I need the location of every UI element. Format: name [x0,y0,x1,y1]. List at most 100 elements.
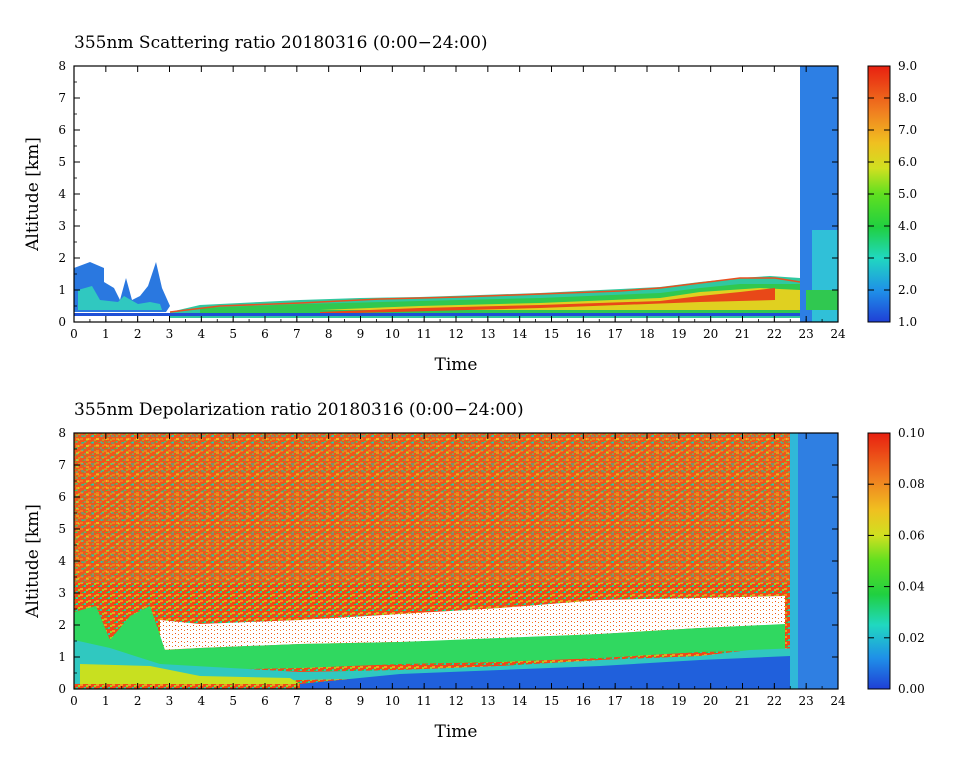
x-tick-label: 11 [417,327,432,341]
axis-ticks: 0 1 2 3 4 5 6 7 8 9 10 11 12 13 14 15 16 17 18 19 20 21 22 23 24… [58,426,846,708]
y-tick-label: 0 [58,315,66,329]
boundary-layer-green [74,606,785,670]
x-tick-label: 12 [448,694,463,708]
x-tick-label: 9 [357,327,365,341]
colorbar-tick-label: 6.0 [898,155,917,169]
x-tick-label: 4 [198,327,206,341]
y-axis-label: Altitude [km] [23,137,43,252]
scattering-ratio-panel: 355nm Scattering ratio 20180316 (0:00−24… [23,33,917,375]
white-band [160,596,785,650]
x-tick-label: 2 [134,327,142,341]
cloud-column-edge [790,433,798,689]
colorbar-tick-label: 3.0 [898,251,917,265]
y-tick-label: 8 [58,59,66,73]
x-tick-label: 11 [417,694,432,708]
axis-ticks: 0 1 2 3 4 5 6 7 8 9 10 11 12 13 14 15 16 17 18 19 20 21 22 23 24… [58,59,846,341]
x-tick-label: 9 [357,694,365,708]
y-tick-label: 6 [58,490,66,504]
colorbar-tick-label: 0.04 [898,580,925,594]
x-tick-label: 21 [735,694,750,708]
x-tick-label: 23 [799,694,814,708]
aerosol-patch-inner [78,286,162,310]
y-tick-label: 1 [58,283,66,297]
x-tick-label: 22 [767,694,782,708]
x-tick-label: 10 [385,327,400,341]
y-tick-label: 0 [58,682,66,696]
colorbar-tick-label: 2.0 [898,283,917,297]
boundary-layer-red [320,288,775,314]
x-tick-label: 17 [608,327,623,341]
y-tick-label: 3 [58,219,66,233]
colorbar-tick-label: 0.06 [898,528,925,542]
surface-yellow [80,664,300,684]
colorbar-tick-label: 9.0 [898,59,917,73]
colorbar-tick-label: 0.00 [898,682,925,696]
x-tick-label: 5 [229,327,237,341]
colorbar-tick-label: 8.0 [898,91,917,105]
x-tick-label: 22 [767,327,782,341]
x-tick-label: 6 [261,694,269,708]
x-tick-label: 8 [325,694,333,708]
x-tick-label: 16 [576,694,591,708]
heatmap-area [74,433,838,689]
heatmap-area [74,66,838,322]
y-tick-label: 2 [58,251,66,265]
x-tick-label: 17 [608,694,623,708]
y-tick-label: 4 [58,187,66,201]
colorbar-tick-label: 5.0 [898,187,917,201]
x-tick-label: 18 [639,694,654,708]
chart-title: 355nm Depolarization ratio 20180316 (0:0… [74,400,524,420]
x-tick-label: 8 [325,327,333,341]
x-axis-label: Time [435,355,478,375]
boundary-layer-yellow [320,288,800,310]
x-tick-label: 20 [703,694,718,708]
x-tick-label: 20 [703,327,718,341]
x-tick-label: 24 [830,694,846,708]
x-tick-label: 6 [261,327,269,341]
boundary-layer-cyan [74,640,800,684]
y-tick-label: 2 [58,618,66,632]
x-tick-label: 10 [385,694,400,708]
x-tick-label: 2 [134,694,142,708]
x-tick-label: 24 [830,327,846,341]
colorbar-tick-label: 7.0 [898,123,917,137]
colorbar [867,432,891,690]
boundary-layer-top-line [169,277,801,313]
y-tick-label: 7 [58,91,66,105]
colorbar-tick-label: 1.0 [898,315,917,329]
x-tick-label: 3 [166,327,174,341]
x-tick-label: 13 [480,694,495,708]
cloud-column [792,433,838,689]
x-tick-label: 1 [102,694,110,708]
x-tick-label: 19 [671,327,686,341]
x-tick-label: 7 [293,694,301,708]
x-tick-label: 12 [448,327,463,341]
x-tick-label: 0 [70,327,78,341]
x-tick-label: 21 [735,327,750,341]
y-tick-label: 8 [58,426,66,440]
y-axis-label: Altitude [km] [23,504,43,619]
y-tick-label: 7 [58,458,66,472]
depolarization-ratio-panel: 355nm Depolarization ratio 20180316 (0:0… [23,400,925,742]
x-axis-label: Time [435,722,478,742]
x-tick-label: 14 [512,327,528,341]
x-tick-label: 0 [70,694,78,708]
x-tick-label: 16 [576,327,591,341]
x-tick-label: 23 [799,327,814,341]
x-tick-label: 15 [544,327,559,341]
colorbar-tick-label: 0.10 [898,426,925,440]
x-tick-label: 15 [544,694,559,708]
x-tick-label: 4 [198,694,206,708]
low-level-strip [74,313,800,316]
x-tick-label: 3 [166,694,174,708]
x-tick-label: 19 [671,694,686,708]
colorbar-tick-label: 4.0 [898,219,917,233]
x-tick-label: 5 [229,694,237,708]
x-tick-label: 7 [293,327,301,341]
surface-blue [300,656,790,689]
y-tick-label: 3 [58,586,66,600]
colorbar-tick-label: 0.02 [898,631,925,645]
y-tick-label: 6 [58,123,66,137]
